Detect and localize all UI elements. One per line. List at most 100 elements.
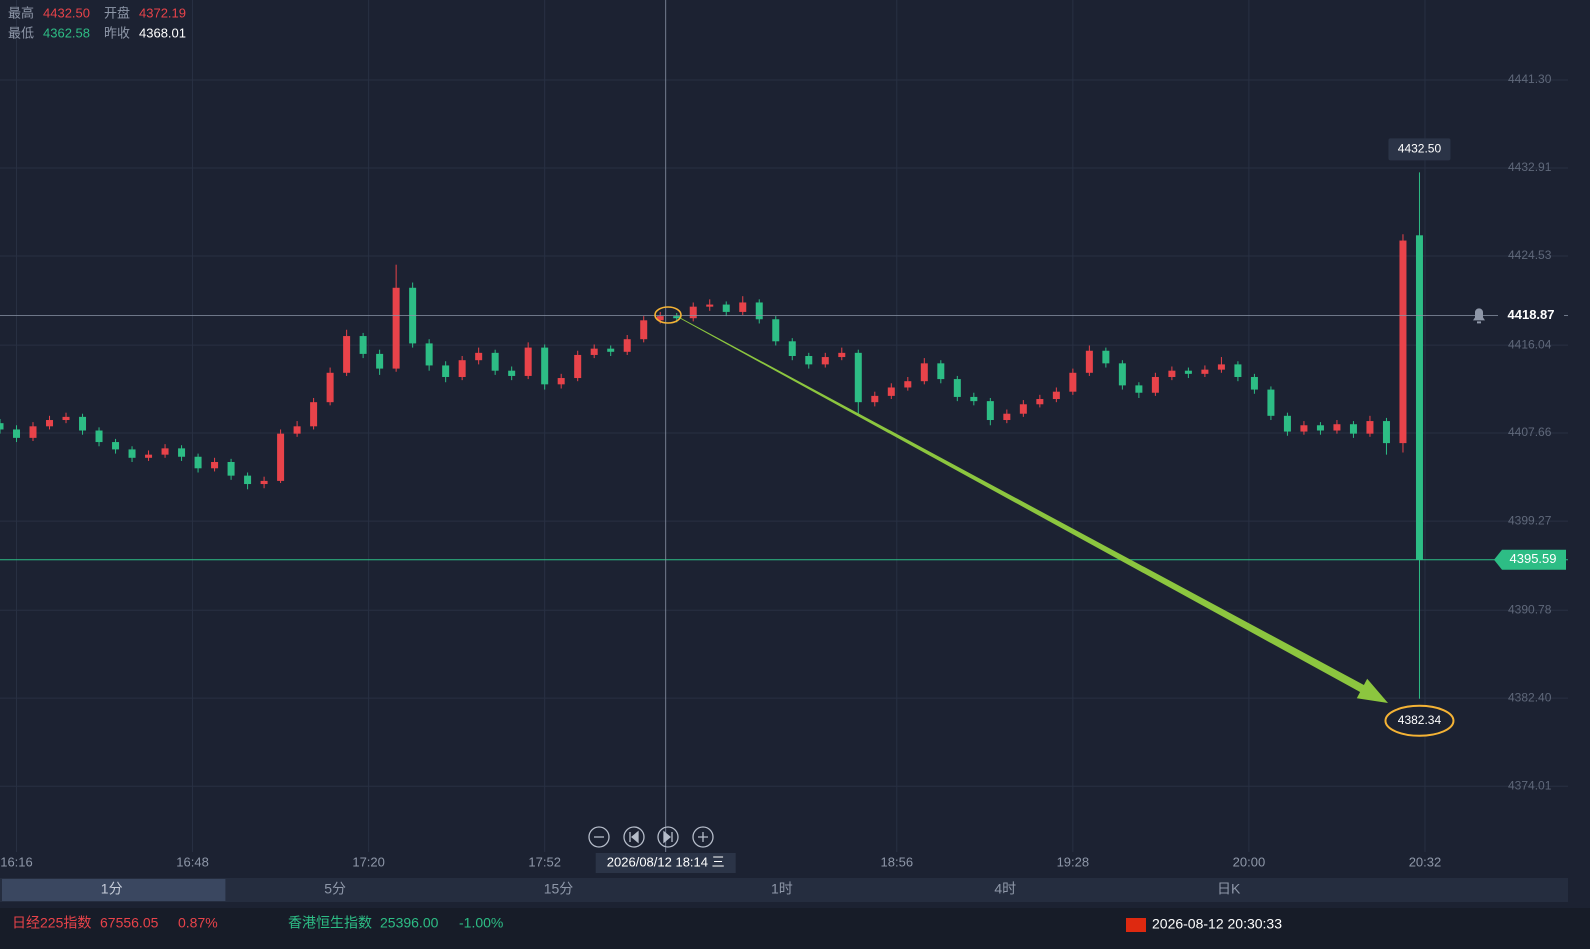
y-tick-label: 4424.53	[1508, 248, 1552, 262]
quote-value: 4432.50	[43, 5, 90, 20]
timeframe-tab[interactable]: 日K	[1217, 881, 1241, 897]
crosshair-date-label: 2026/08/12 18:14 三	[607, 854, 725, 869]
candle-body	[29, 426, 37, 438]
timeframe-tab[interactable]: 1分	[101, 881, 123, 897]
candle-body	[574, 354, 582, 379]
candle-body	[953, 379, 961, 397]
candle-body	[260, 480, 268, 485]
candle-body	[1333, 424, 1341, 431]
candle-body	[1003, 413, 1011, 421]
x-tick-label: 19:28	[1057, 854, 1090, 869]
y-tick-label: 4390.78	[1508, 602, 1552, 616]
first-button[interactable]	[623, 826, 645, 848]
zoom-in-button[interactable]	[692, 826, 714, 848]
candle-body	[194, 456, 202, 469]
candle-body	[13, 429, 21, 438]
candle-body	[920, 363, 928, 382]
candle-body	[673, 316, 681, 319]
y-tick-label: 4416.04	[1508, 337, 1552, 351]
candle-body	[79, 416, 87, 431]
candle-body	[1168, 370, 1176, 377]
candle-body	[1349, 424, 1357, 434]
timeframe-tab[interactable]: 15分	[544, 881, 574, 897]
candle-body	[607, 348, 615, 352]
candle-body	[491, 352, 499, 371]
candle-body	[508, 370, 516, 376]
quote-value: 4362.58	[43, 25, 90, 40]
candle-body	[656, 316, 664, 321]
candle-body	[475, 352, 483, 361]
icon	[698, 832, 708, 842]
candle-body	[112, 442, 120, 450]
y-tick-label: 4441.30	[1508, 72, 1552, 86]
candle-body	[1283, 415, 1291, 432]
timeframe-tab[interactable]: 4时	[994, 881, 1016, 897]
timeframe-tab[interactable]: 5分	[324, 881, 346, 897]
crosshair-date-box	[595, 853, 736, 873]
candle-body	[46, 420, 54, 427]
candle-body	[1250, 376, 1258, 390]
candle-body	[887, 387, 895, 396]
candle-body	[755, 302, 763, 320]
y-tick-label: 4382.40	[1508, 690, 1552, 704]
candle-body	[145, 454, 153, 458]
nav-buttons	[588, 826, 714, 848]
candle-body	[1399, 240, 1407, 444]
x-tick-label: 16:48	[176, 854, 209, 869]
y-tick-label: 4374.01	[1508, 778, 1552, 792]
candle-body	[458, 360, 466, 377]
candle-body	[1019, 404, 1027, 414]
quote-label: 昨收	[104, 25, 130, 40]
candle-body	[310, 402, 318, 427]
y-tick-label: 4407.66	[1508, 425, 1552, 439]
candle-body	[95, 430, 103, 443]
y-tick-label: 4399.27	[1508, 513, 1552, 527]
candle-body	[557, 378, 565, 385]
last-button[interactable]	[657, 826, 679, 848]
candle-body	[359, 336, 367, 354]
candle-body	[1102, 350, 1110, 364]
overlays: 4395.59 2026/08/12 18:14 三 4418.87 4432.50 4…	[0, 0, 1568, 873]
candle-body	[293, 426, 301, 434]
ticker-name[interactable]: 香港恒生指数	[288, 915, 372, 931]
quote-value: 4372.19	[139, 5, 186, 20]
alert-bell-icon[interactable]	[1473, 308, 1485, 324]
candle-body	[376, 353, 384, 369]
candle-body	[178, 448, 186, 457]
candle-body	[1415, 235, 1423, 560]
ticker-price: 25396.00	[380, 915, 439, 931]
icon	[629, 830, 639, 844]
candle-body	[244, 475, 252, 485]
candle-body	[772, 319, 780, 342]
candle-body	[1085, 350, 1093, 373]
ticker-name[interactable]: 日经225指数	[12, 915, 91, 931]
candle-body	[1036, 399, 1044, 405]
candle-body	[706, 304, 714, 307]
crosshair-price-box	[1498, 305, 1564, 326]
candle-body	[805, 355, 813, 365]
candle-body	[871, 395, 879, 403]
quote-value: 4368.01	[139, 25, 186, 40]
candle-body	[1316, 425, 1324, 431]
candle-body	[904, 381, 912, 388]
candle-body	[211, 461, 219, 469]
trend-arrow	[679, 317, 1388, 703]
candle-body	[128, 449, 136, 458]
candle-body	[425, 343, 433, 366]
candle-body	[623, 339, 631, 352]
quote-label: 最低	[8, 25, 34, 40]
candle-body	[1184, 370, 1192, 374]
zoom-out-button[interactable]	[588, 826, 610, 848]
candle-body	[1300, 425, 1308, 432]
active-tab	[2, 879, 226, 901]
ticker-change: 0.87%	[178, 915, 218, 931]
last-price-tag	[1494, 549, 1566, 570]
candle-body	[277, 433, 285, 481]
timeframe-tab[interactable]: 1时	[771, 881, 793, 897]
candle-body	[986, 401, 994, 421]
candle-body	[442, 365, 450, 377]
low-label-circle	[1384, 704, 1455, 737]
